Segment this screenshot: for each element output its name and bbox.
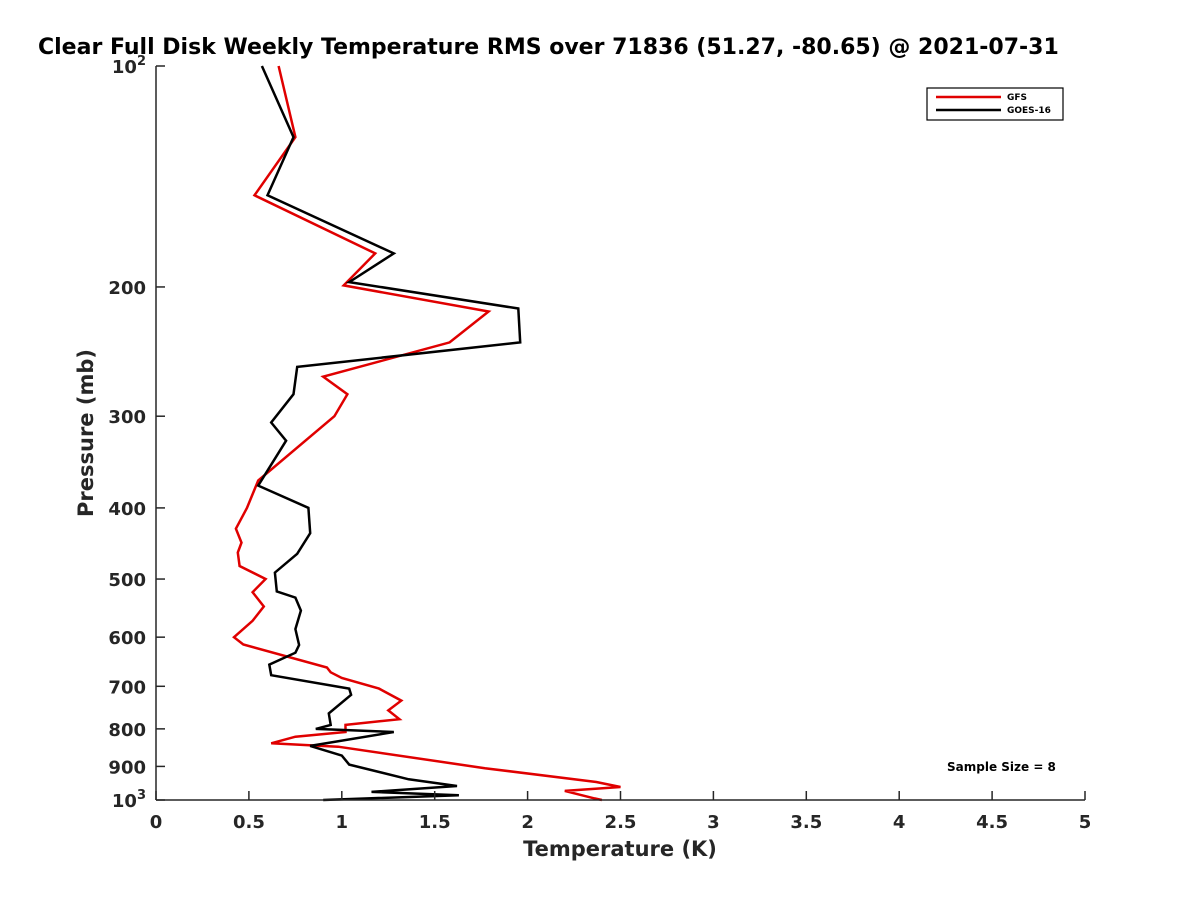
- x-tick-label: 0: [150, 812, 163, 833]
- y-tick-label: 600: [108, 628, 146, 649]
- legend-box: [926, 87, 1064, 121]
- y-tick-label: 900: [108, 757, 146, 778]
- x-tick-label: 0.5: [233, 812, 265, 833]
- x-ticks: 0 0.5 1 1.5 2 2.5 3 3.5 4 4.5 5: [150, 791, 1092, 833]
- legend-label-goes16: GOES-16: [1007, 106, 1051, 116]
- y-axis-label: Pressure (mb): [74, 349, 98, 517]
- x-axis-label: Temperature (K): [523, 837, 717, 861]
- y-tick-label: 800: [108, 720, 146, 741]
- series-line-gfs: [232, 65, 621, 802]
- x-tick-label: 5: [1079, 812, 1092, 833]
- legend: GFS GOES-16: [926, 87, 1064, 121]
- x-tick-label: 4.5: [976, 812, 1008, 833]
- y-ticks: 102 200 300 400 500 600 700 800 900 103: [108, 54, 165, 812]
- x-tick-label: 3.5: [790, 812, 822, 833]
- y-tick-exponent: 3: [137, 788, 146, 803]
- y-tick-label: 200: [108, 278, 146, 299]
- y-tick-label: 300: [108, 407, 146, 428]
- legend-label-gfs: GFS: [1007, 93, 1027, 103]
- chart-title: Clear Full Disk Weekly Temperature RMS o…: [38, 35, 1059, 60]
- x-tick-label: 3: [707, 812, 720, 833]
- x-tick-label: 4: [893, 812, 906, 833]
- sample-size-annotation: Sample Size = 8: [947, 760, 1056, 774]
- y-tick-exponent: 2: [137, 54, 146, 69]
- y-tick-label: 103: [112, 788, 146, 812]
- x-tick-label: 1: [336, 812, 349, 833]
- series-line-goes16: [256, 65, 522, 802]
- y-tick-label: 400: [108, 499, 146, 520]
- series-layer: [232, 65, 621, 802]
- y-tick-label: 102: [112, 54, 146, 78]
- y-tick-label: 700: [108, 677, 146, 698]
- x-tick-label: 1.5: [419, 812, 451, 833]
- x-tick-label: 2: [521, 812, 534, 833]
- plot-area-frame: [156, 66, 1085, 800]
- x-tick-label: 2.5: [605, 812, 637, 833]
- y-tick-label: 500: [108, 570, 146, 591]
